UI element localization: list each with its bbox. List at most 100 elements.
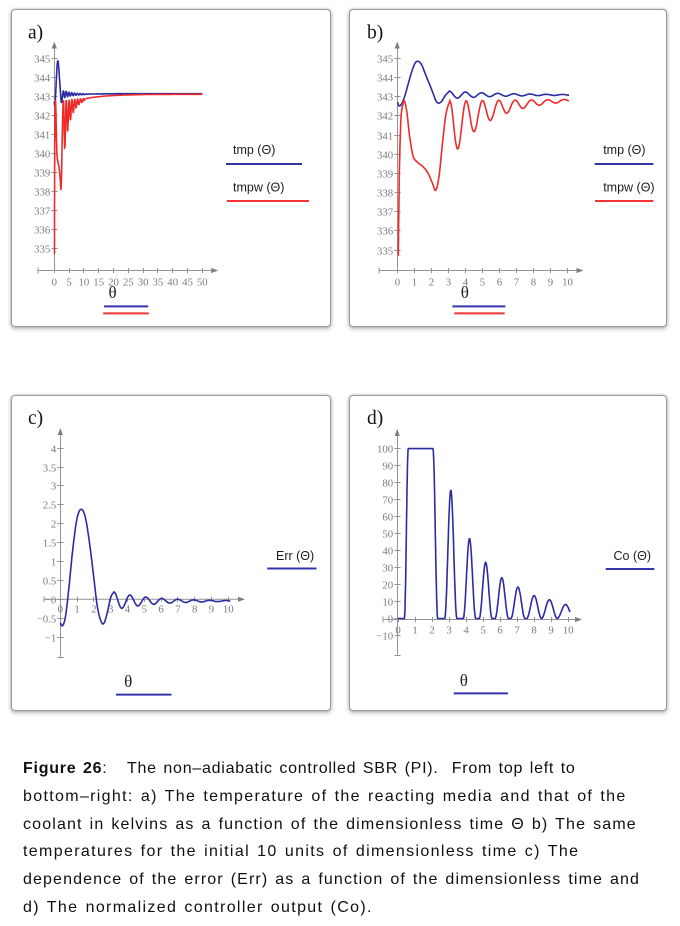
svg-text:5: 5 [480, 276, 485, 288]
svg-text:340: 340 [377, 149, 393, 161]
svg-text:a): a) [28, 22, 43, 43]
svg-text:100: 100 [377, 443, 393, 455]
svg-text:342: 342 [377, 110, 393, 122]
svg-text:tmp (Θ): tmp (Θ) [603, 143, 645, 157]
svg-text:c): c) [28, 408, 43, 429]
svg-text:7: 7 [514, 624, 520, 636]
svg-text:1: 1 [51, 556, 56, 568]
svg-text:d): d) [367, 408, 383, 429]
svg-text:25: 25 [123, 276, 134, 288]
svg-text:337: 337 [377, 206, 394, 218]
svg-text:15: 15 [93, 276, 104, 288]
svg-text:3: 3 [446, 276, 451, 288]
svg-text:10: 10 [78, 276, 89, 288]
svg-text:1.5: 1.5 [43, 537, 57, 549]
svg-text:345: 345 [377, 53, 393, 65]
svg-text:40: 40 [167, 276, 178, 288]
svg-text:4: 4 [51, 443, 57, 455]
svg-text:8: 8 [192, 603, 197, 615]
svg-text:1: 1 [74, 603, 79, 615]
svg-text:3: 3 [51, 480, 56, 492]
svg-text:341: 341 [377, 130, 393, 142]
svg-text:1: 1 [412, 624, 417, 636]
svg-text:−1: −1 [45, 632, 57, 644]
svg-text:10: 10 [382, 596, 393, 608]
svg-text:0.5: 0.5 [43, 575, 57, 587]
svg-text:80: 80 [382, 477, 393, 489]
svg-text:0: 0 [395, 276, 400, 288]
svg-text:338: 338 [34, 186, 50, 198]
svg-text:Err (Θ): Err (Θ) [276, 549, 314, 563]
svg-text:341: 341 [34, 129, 50, 141]
svg-text:342: 342 [34, 110, 50, 122]
svg-text:3.5: 3.5 [43, 462, 57, 474]
svg-text:3: 3 [108, 603, 113, 615]
svg-text:343: 343 [377, 91, 393, 103]
svg-text:2: 2 [429, 624, 434, 636]
svg-text:9: 9 [548, 624, 553, 636]
svg-text:9: 9 [209, 603, 214, 615]
svg-text:338: 338 [377, 187, 393, 199]
svg-text:4: 4 [125, 603, 131, 615]
svg-text:tmpw (Θ): tmpw (Θ) [233, 180, 284, 194]
svg-text:0: 0 [51, 276, 56, 288]
svg-text:Co (Θ): Co (Θ) [613, 549, 651, 563]
svg-text:2: 2 [91, 603, 96, 615]
svg-text:50: 50 [382, 528, 393, 540]
svg-text:tmp (Θ): tmp (Θ) [233, 143, 275, 157]
svg-text:7: 7 [175, 603, 181, 615]
svg-text:344: 344 [377, 72, 394, 84]
svg-text:35: 35 [152, 276, 163, 288]
svg-text:60: 60 [382, 511, 393, 523]
svg-text:2.5: 2.5 [43, 499, 57, 511]
svg-text:b): b) [367, 22, 383, 43]
svg-text:10: 10 [562, 276, 573, 288]
svg-text:5: 5 [480, 624, 485, 636]
svg-text:6: 6 [497, 276, 503, 288]
svg-text:343: 343 [34, 91, 50, 103]
svg-text:8: 8 [531, 276, 536, 288]
svg-text:10: 10 [562, 624, 573, 636]
svg-text:3: 3 [446, 624, 451, 636]
svg-text:40: 40 [382, 545, 393, 557]
svg-text:340: 340 [34, 148, 50, 160]
svg-text:335: 335 [377, 245, 393, 257]
svg-text:90: 90 [382, 460, 393, 472]
svg-text:θ: θ [124, 672, 132, 691]
svg-text:tmpw (Θ): tmpw (Θ) [603, 180, 654, 194]
svg-text:30: 30 [138, 276, 149, 288]
svg-text:4: 4 [463, 624, 469, 636]
svg-text:−0: −0 [45, 594, 57, 606]
svg-text:1: 1 [412, 276, 417, 288]
svg-text:5: 5 [66, 276, 71, 288]
svg-text:335: 335 [34, 243, 50, 255]
svg-text:θ: θ [461, 283, 469, 302]
svg-text:339: 339 [34, 167, 50, 179]
svg-text:θ: θ [108, 283, 116, 302]
svg-text:2: 2 [51, 518, 56, 530]
svg-text:−10: −10 [376, 630, 393, 642]
svg-text:5: 5 [141, 603, 146, 615]
svg-text:2: 2 [429, 276, 434, 288]
svg-text:6: 6 [497, 624, 503, 636]
svg-text:45: 45 [182, 276, 193, 288]
svg-text:0: 0 [57, 603, 62, 615]
svg-text:6: 6 [158, 603, 164, 615]
svg-text:0: 0 [395, 624, 400, 636]
svg-text:20: 20 [108, 276, 119, 288]
svg-text:336: 336 [34, 224, 51, 236]
svg-text:−0.5: −0.5 [37, 613, 57, 625]
svg-text:339: 339 [377, 168, 393, 180]
svg-text:4: 4 [463, 276, 469, 288]
svg-text:345: 345 [34, 53, 50, 65]
svg-text:50: 50 [197, 276, 208, 288]
svg-text:30: 30 [382, 562, 393, 574]
svg-text:10: 10 [223, 603, 234, 615]
svg-text:θ: θ [460, 671, 468, 690]
svg-text:20: 20 [382, 579, 393, 591]
svg-text:9: 9 [548, 276, 553, 288]
svg-text:8: 8 [531, 624, 536, 636]
svg-text:337: 337 [34, 205, 51, 217]
svg-text:344: 344 [34, 72, 51, 84]
svg-text:70: 70 [382, 494, 393, 506]
